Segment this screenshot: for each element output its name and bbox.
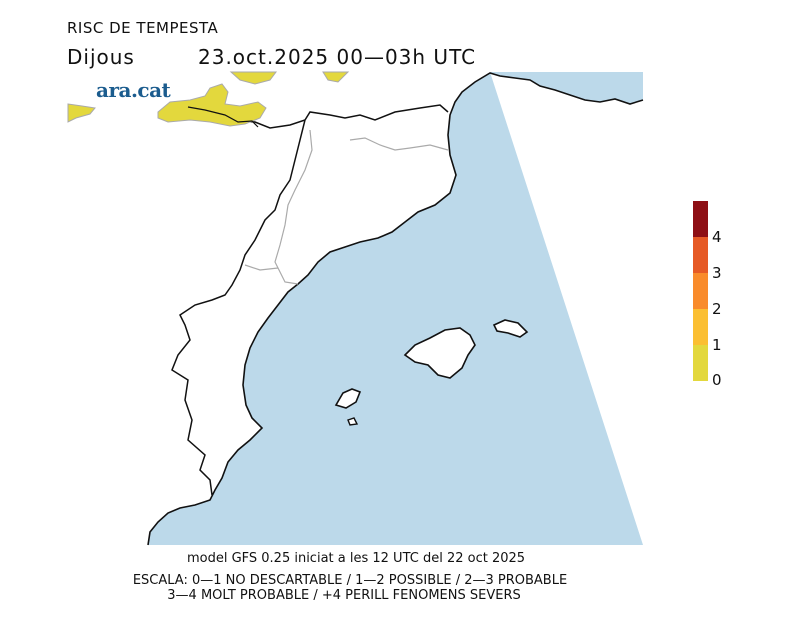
legend-swatch-2	[693, 273, 708, 309]
scale-description-line2: 3—4 MOLT PROBABLE / +4 PERILL FENOMENS S…	[167, 588, 521, 603]
island-menorca	[492, 319, 529, 338]
scale-description-line1: ESCALA: 0—1 NO DESCARTABLE / 1—2 POSSIBL…	[132, 573, 568, 588]
legend-label-2: 2	[712, 300, 722, 318]
risk-area-level-0	[67, 103, 96, 123]
coastline	[147, 72, 644, 546]
legend-label-3: 3	[712, 264, 722, 282]
ara-cat-logo: ara.cat	[96, 78, 171, 102]
forecast-day: Dijous	[67, 45, 135, 69]
legend-swatch-3	[693, 237, 708, 273]
legend-swatch-1	[693, 309, 708, 345]
map-title: RISC DE TEMPESTA	[67, 19, 219, 37]
model-info: model GFS 0.25 iniciat a les 12 UTC del …	[186, 551, 526, 566]
sea-area	[148, 72, 643, 545]
risk-legend	[693, 201, 708, 381]
risk-area-level-0	[229, 71, 277, 85]
legend-label-0: 0	[712, 371, 722, 389]
island-mallorca	[403, 327, 476, 379]
island-formentera	[347, 417, 359, 426]
legend-swatch-0	[693, 345, 708, 381]
forecast-date-time: 23.oct.2025 00—03h UTC	[198, 45, 477, 69]
legend-label-1: 1	[712, 336, 722, 354]
island-eivissa	[334, 388, 362, 409]
risk-area-level-0	[322, 71, 350, 83]
border-line-pyrenees	[187, 106, 259, 128]
province-border	[244, 129, 449, 285]
legend-label-4: 4	[712, 228, 722, 246]
legend-swatch-4	[693, 201, 708, 237]
risk-area-level-0	[157, 83, 267, 127]
